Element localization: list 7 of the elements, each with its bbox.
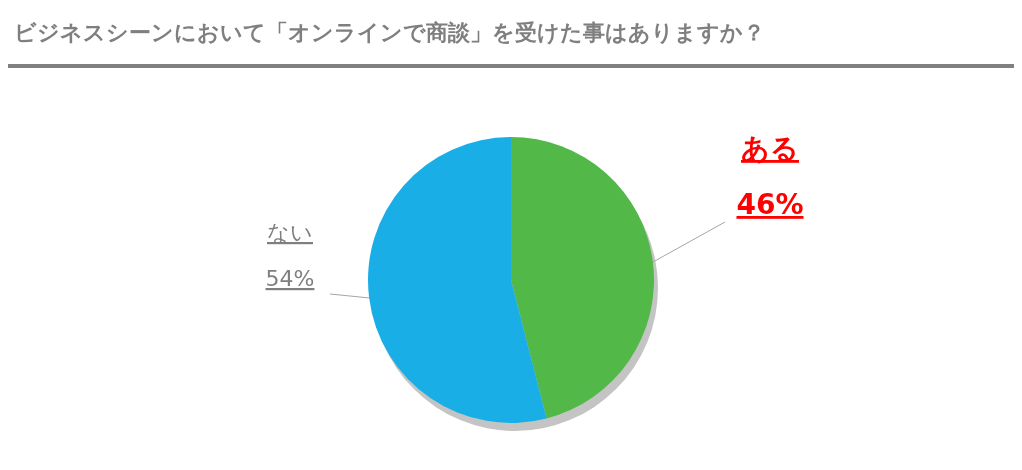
chart-title: ビジネスシーンにおいて「オンラインで商談」を受けた事はありますか？: [14, 20, 765, 45]
slice-label: ない: [267, 220, 313, 245]
pie-slice: [368, 137, 547, 423]
data-label: 46%: [736, 188, 804, 221]
pie-slice: [511, 137, 654, 419]
slice-label: ある: [741, 132, 799, 165]
data-label: 54%: [265, 266, 315, 291]
